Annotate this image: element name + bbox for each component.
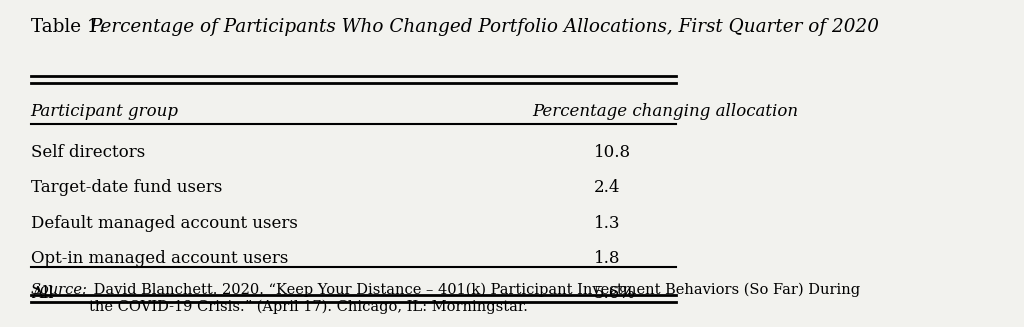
Text: David Blanchett. 2020. “Keep Your Distance – 401(k) Participant Investment Behav: David Blanchett. 2020. “Keep Your Distan…	[89, 283, 860, 314]
Text: Self directors: Self directors	[31, 144, 145, 161]
Text: Percentage of Participants Who Changed Portfolio Allocations, First Quarter of 2: Percentage of Participants Who Changed P…	[89, 18, 879, 36]
Text: 1.8: 1.8	[594, 250, 621, 267]
Text: 2.4: 2.4	[594, 179, 621, 196]
Text: Percentage changing allocation: Percentage changing allocation	[532, 103, 799, 120]
Text: Participant group: Participant group	[31, 103, 179, 120]
Text: Default managed account users: Default managed account users	[31, 215, 298, 232]
Text: All: All	[31, 285, 53, 302]
Text: Target-date fund users: Target-date fund users	[31, 179, 222, 196]
Text: 5.6%: 5.6%	[594, 285, 636, 302]
Text: Opt-in managed account users: Opt-in managed account users	[31, 250, 288, 267]
Text: 1.3: 1.3	[594, 215, 621, 232]
Text: 10.8: 10.8	[594, 144, 631, 161]
Text: Source:: Source:	[31, 283, 88, 297]
Text: Table 1.: Table 1.	[31, 18, 111, 36]
